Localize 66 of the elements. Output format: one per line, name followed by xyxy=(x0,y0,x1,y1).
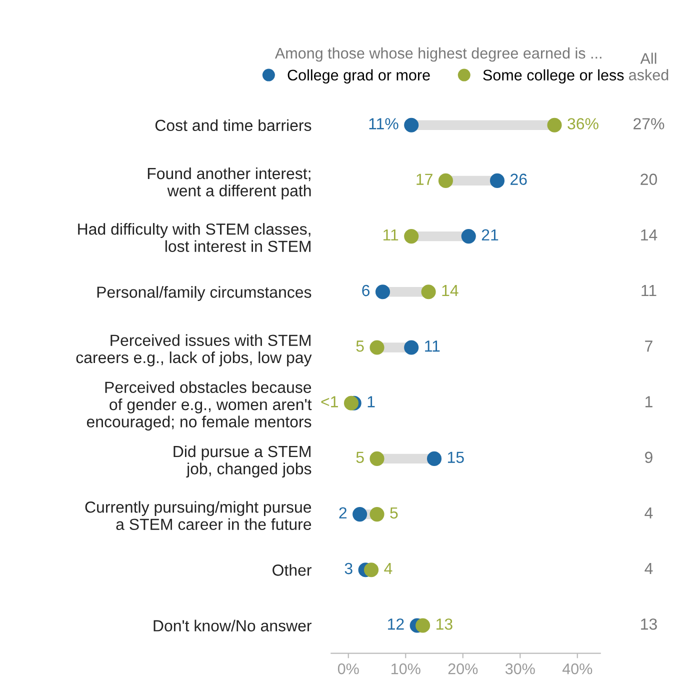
y-tick-label: Personal/family circumstances xyxy=(97,286,312,301)
point xyxy=(490,173,505,188)
point xyxy=(438,173,453,188)
x-tick-label: 10% xyxy=(392,663,420,674)
y-tick-label: Perceived obstacles because of gender e.g., women aren't encouraged; no female mentors xyxy=(86,381,312,431)
legend-label: Some college or less xyxy=(483,69,624,84)
text: 1 xyxy=(646,396,652,408)
point xyxy=(547,118,562,132)
x-tick-label: 40% xyxy=(562,663,592,674)
point xyxy=(416,618,430,633)
data-label: 15 xyxy=(448,452,464,463)
data-label: 14 xyxy=(442,285,458,296)
data-label: 26 xyxy=(510,174,527,185)
y-tick-label: Currently pursuing/might pursue a STEM career in the future xyxy=(85,501,312,530)
point xyxy=(364,562,379,578)
y-tick-label: Other xyxy=(272,564,312,576)
text: 14 xyxy=(641,229,658,240)
y-tick-label: Had difficulty with STEM classes, lost interest in STEM xyxy=(78,223,310,252)
legend-label: College grad or more xyxy=(288,69,430,84)
legend-title: Among those whose highest degree earned is ... xyxy=(274,47,602,62)
point xyxy=(404,118,419,132)
data-label: 11 xyxy=(383,229,398,240)
data-label: 36% xyxy=(568,118,598,130)
text: 11 xyxy=(642,285,656,296)
point xyxy=(404,229,419,244)
text: All asked xyxy=(629,52,668,80)
text: 20 xyxy=(640,174,657,185)
text: 4 xyxy=(644,563,653,574)
point xyxy=(426,451,442,466)
data-label: 3 xyxy=(344,562,352,574)
data-label: 17 xyxy=(416,174,432,185)
text: 27% xyxy=(634,118,664,130)
point xyxy=(375,284,390,300)
text: 7 xyxy=(645,340,652,352)
point xyxy=(370,340,384,355)
data-label: 5 xyxy=(356,340,364,352)
y-tick-label: Don't know/No answer xyxy=(154,620,312,632)
y-tick-label: Did pursue a STEM job, changed jobs xyxy=(174,445,312,478)
text: 9 xyxy=(645,452,652,463)
data-label: 1 xyxy=(368,396,375,408)
data-label: 11% xyxy=(369,118,398,130)
data-label: <1 xyxy=(321,396,338,408)
y-tick-label: Found another interest; went a different path xyxy=(148,167,311,200)
point xyxy=(370,507,384,522)
x-tick-label: 30% xyxy=(505,663,535,674)
data-label: 5 xyxy=(356,452,364,463)
point xyxy=(344,396,359,410)
data-label: 6 xyxy=(362,284,370,296)
y-tick-label: Perceived issues with STEM careers e.g., lack of jobs, low pay xyxy=(76,334,312,366)
point xyxy=(461,229,476,244)
point xyxy=(404,340,419,355)
point xyxy=(421,284,436,300)
data-label: 13 xyxy=(436,618,452,630)
data-label: 4 xyxy=(384,563,392,574)
data-label: 2 xyxy=(339,507,347,518)
y-tick-label: Cost and time barriers xyxy=(155,119,312,132)
point xyxy=(370,451,384,466)
x-tick-label: 0% xyxy=(338,663,359,674)
data-label: 5 xyxy=(390,507,398,519)
data-label: 21 xyxy=(482,229,498,240)
data-label: 12 xyxy=(388,618,404,630)
point xyxy=(352,507,368,522)
data-label: 11 xyxy=(425,340,440,352)
text: 4 xyxy=(644,507,653,518)
text: 13 xyxy=(641,618,657,630)
x-tick-label: 20% xyxy=(448,663,478,674)
